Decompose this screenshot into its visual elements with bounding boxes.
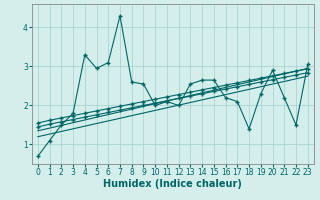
X-axis label: Humidex (Indice chaleur): Humidex (Indice chaleur) [103,179,242,189]
